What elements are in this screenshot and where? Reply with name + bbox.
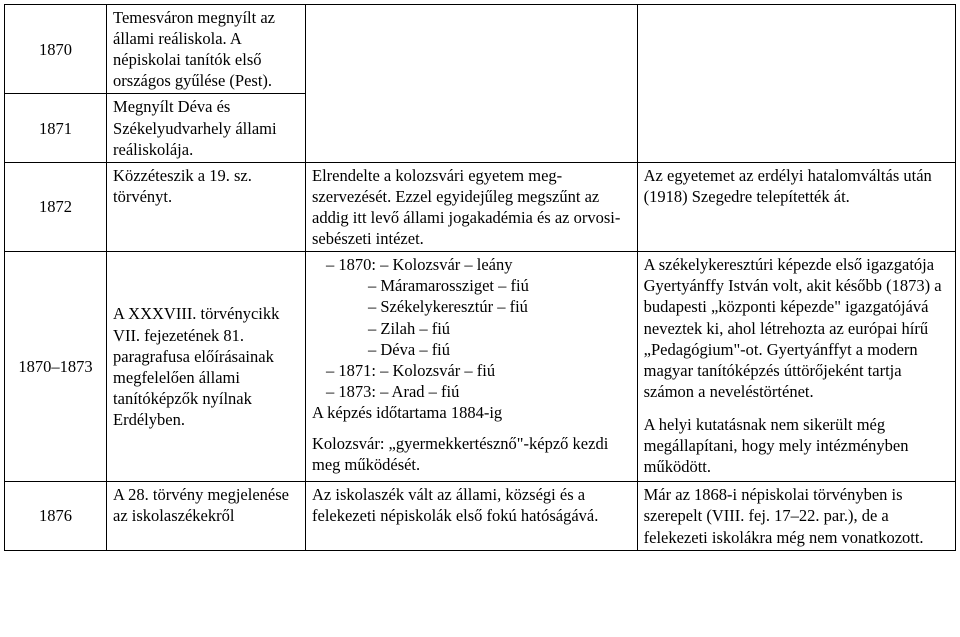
desc-cell: Temesváron megnyílt az állami reáliskola… xyxy=(107,5,306,94)
year-cell: 1872 xyxy=(5,162,107,251)
detail-line: Kolozsvár: „gyermekkertésznő"-képző kezd… xyxy=(312,434,608,474)
desc-cell: A XXXVIII. törvény­cikk VII. fejezetének… xyxy=(107,252,306,482)
note-cell: A székelykeresztúri képezde első igaz­ga… xyxy=(637,252,955,482)
detail-line: A képzés időtartama 1884-ig xyxy=(312,403,502,422)
year-cell: 1876 xyxy=(5,482,107,550)
note-cell: Már az 1868-i népiskolai törvényben is s… xyxy=(637,482,955,550)
detail-line: – Székelykeresztúr – fiú xyxy=(312,296,631,317)
detail-line: – Máramarossziget – fiú xyxy=(312,275,631,296)
table-row: 1870 Temesváron megnyílt az állami reáli… xyxy=(5,5,956,94)
year-cell: 1870 xyxy=(5,5,107,94)
detail-line: – Zilah – fiú xyxy=(312,318,631,339)
table-row: 1872 Közzéteszik a 19. sz. törvényt. Elr… xyxy=(5,162,956,251)
note-paragraph: A helyi kutatásnak nem sikerült még megá… xyxy=(644,414,949,477)
year-cell: 1870–1873 xyxy=(5,252,107,482)
detail-cell xyxy=(306,5,638,163)
note-paragraph: A székelykeresztúri képezde első igaz­ga… xyxy=(644,254,949,402)
history-table: 1870 Temesváron megnyílt az állami reáli… xyxy=(4,4,956,551)
table-row: 1876 A 28. törvény meg­jelenése az iskol… xyxy=(5,482,956,550)
detail-line: – Déva – fiú xyxy=(312,339,631,360)
desc-cell: Megnyílt Déva és Székelyudvarhely állami… xyxy=(107,94,306,162)
note-cell xyxy=(637,5,955,163)
table-row: 1870–1873 A XXXVIII. törvény­cikk VII. f… xyxy=(5,252,956,482)
note-cell: Az egyetemet az erdélyi hatalomváltás ut… xyxy=(637,162,955,251)
detail-cell: – 1870: – Kolozsvár – leány – Máramaross… xyxy=(306,252,638,482)
desc-cell: A 28. törvény meg­jelenése az iskola­szé… xyxy=(107,482,306,550)
detail-line: – 1871: – Kolozsvár – fiú xyxy=(312,360,631,381)
desc-cell: Közzéteszik a 19. sz. törvényt. xyxy=(107,162,306,251)
detail-line: – 1870: – Kolozsvár – leány xyxy=(312,254,631,275)
detail-line: – 1873: – Arad – fiú xyxy=(312,381,631,402)
year-cell: 1871 xyxy=(5,94,107,162)
detail-cell: Elrendelte a kolozsvári egyetem meg­szer… xyxy=(306,162,638,251)
detail-cell: Az iskolaszék vált az állami, községi és… xyxy=(306,482,638,550)
